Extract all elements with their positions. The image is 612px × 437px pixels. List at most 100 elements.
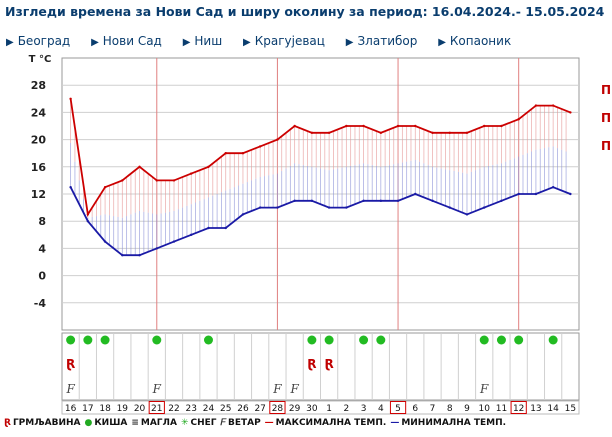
rain-icon	[152, 335, 162, 345]
y-tick-label: 0	[38, 270, 46, 283]
min-temp-point	[310, 199, 314, 202]
max-temp-point	[500, 124, 503, 128]
x-tick-label: 8	[447, 404, 453, 414]
nav-link-nis[interactable]: ▶ Ниш	[182, 34, 223, 48]
x-tick-label: 27	[254, 404, 265, 414]
legend-item: — МИНИМАЛНА ТЕМП.	[390, 418, 506, 428]
max-temp-point	[534, 104, 538, 107]
min-temp-line	[69, 186, 571, 257]
max-temp-point	[172, 179, 176, 182]
rain-icon	[83, 335, 93, 345]
max-temp-point	[224, 152, 227, 155]
legend-label: СНЕГ	[190, 418, 217, 428]
legend-symbol-icon: ●	[84, 418, 93, 428]
min-temp-point	[224, 226, 227, 230]
x-tick-label: 16	[65, 404, 77, 414]
nav-link-novi-sad[interactable]: ▶ Нови Сад	[91, 34, 162, 48]
max-temp-point	[483, 124, 486, 128]
min-temp-point	[103, 240, 107, 243]
max-temp-point	[190, 172, 193, 175]
rain-icon	[307, 335, 317, 345]
max-temp-point	[379, 131, 383, 134]
max-temp-point	[448, 131, 451, 134]
x-tick-label: 4	[378, 404, 384, 414]
nav-link-kopaonik[interactable]: ▶ Копаоник	[438, 34, 512, 48]
max-temp-point	[241, 152, 245, 155]
min-temp-point	[551, 186, 555, 189]
min-temp-point	[483, 206, 486, 209]
min-temp-point	[500, 199, 503, 202]
rain-icon	[514, 335, 524, 345]
wind-icon: F	[289, 382, 299, 396]
max-temp-point	[310, 131, 314, 134]
max-temp-point	[414, 124, 417, 128]
max-temp-point	[69, 97, 72, 100]
x-tick-label: 1	[326, 404, 332, 414]
play-arrow-icon: ▶	[182, 37, 191, 48]
x-tick-label: 26	[237, 404, 249, 414]
nav-link-kragujevac[interactable]: ▶ Крагујевац	[243, 34, 325, 48]
min-temp-point	[241, 213, 245, 216]
y-axis-label: T °C	[29, 54, 52, 65]
max-temp-point	[551, 104, 555, 107]
max-temp-point	[327, 131, 331, 134]
min-temp-point	[396, 199, 400, 202]
side-mark: П	[601, 111, 612, 125]
week-day-box	[510, 401, 527, 414]
x-tick-label: 29	[289, 404, 301, 414]
x-tick-label: 9	[464, 404, 470, 414]
max-temp-point	[155, 179, 158, 182]
max-temp-point	[293, 124, 296, 128]
max-temp-point	[517, 118, 520, 121]
x-tick-label: 30	[306, 404, 318, 414]
x-tick-label: 7	[430, 404, 436, 414]
max-temp-point	[258, 145, 262, 148]
legend-item: — МАКСИМАЛНА ТЕМП.	[265, 418, 387, 428]
y-tick-label: 12	[31, 188, 46, 201]
y-tick-label: 28	[31, 79, 46, 92]
legend-label: ГРМЉАВИНА	[12, 418, 81, 428]
legend-symbol-icon: ✳	[180, 418, 189, 428]
min-temp-point	[534, 192, 538, 196]
max-temp-point	[431, 131, 434, 134]
min-temp-point	[207, 226, 210, 230]
nav-link-beograd[interactable]: ▶ Београд	[6, 34, 71, 48]
min-temp-point	[172, 240, 176, 243]
legend-label: МАКСИМАЛНА ТЕМП.	[275, 418, 387, 428]
wind-icon: F	[479, 382, 489, 396]
legend-symbol-icon: —	[390, 418, 400, 428]
rain-icon	[496, 335, 506, 345]
min-temp-point	[465, 213, 469, 216]
y-tick-label: 8	[38, 215, 46, 228]
max-temp-point	[345, 124, 348, 128]
max-temp-point	[362, 124, 365, 128]
x-tick-label: 10	[478, 404, 490, 414]
rain-icon	[100, 335, 110, 345]
min-temp-point	[69, 186, 72, 189]
nav-link-zlatibor[interactable]: ▶ Златибор	[345, 34, 418, 48]
min-temp-point	[276, 206, 279, 209]
min-temp-point	[327, 206, 331, 209]
legend-label: КИША	[94, 418, 128, 428]
max-temp-point	[121, 179, 124, 182]
min-temp-point	[379, 199, 383, 202]
y-tick-label: 16	[31, 161, 47, 174]
city-nav: ▶ Београд ▶ Нови Сад ▶ Ниш ▶ Крагујевац ▶ Зла…	[6, 34, 528, 48]
x-tick-label: 17	[82, 404, 93, 414]
week-day-box	[148, 401, 165, 414]
y-tick-label: -4	[34, 297, 47, 310]
min-temp-point	[138, 254, 141, 257]
min-temp-point	[86, 220, 90, 223]
min-temp-point	[431, 199, 434, 202]
legend-label: ВЕТАР	[227, 418, 261, 428]
x-tick-label: 3	[361, 404, 367, 414]
thunderstorm-icon: Ɽ	[324, 357, 333, 371]
rain-icon	[66, 335, 76, 345]
week-day-box	[269, 401, 286, 414]
x-tick-label: 15	[565, 404, 576, 414]
rain-icon	[324, 335, 334, 345]
max-temp-point	[465, 131, 469, 134]
x-tick-label: 2	[343, 404, 349, 414]
max-temp-point	[569, 111, 572, 114]
